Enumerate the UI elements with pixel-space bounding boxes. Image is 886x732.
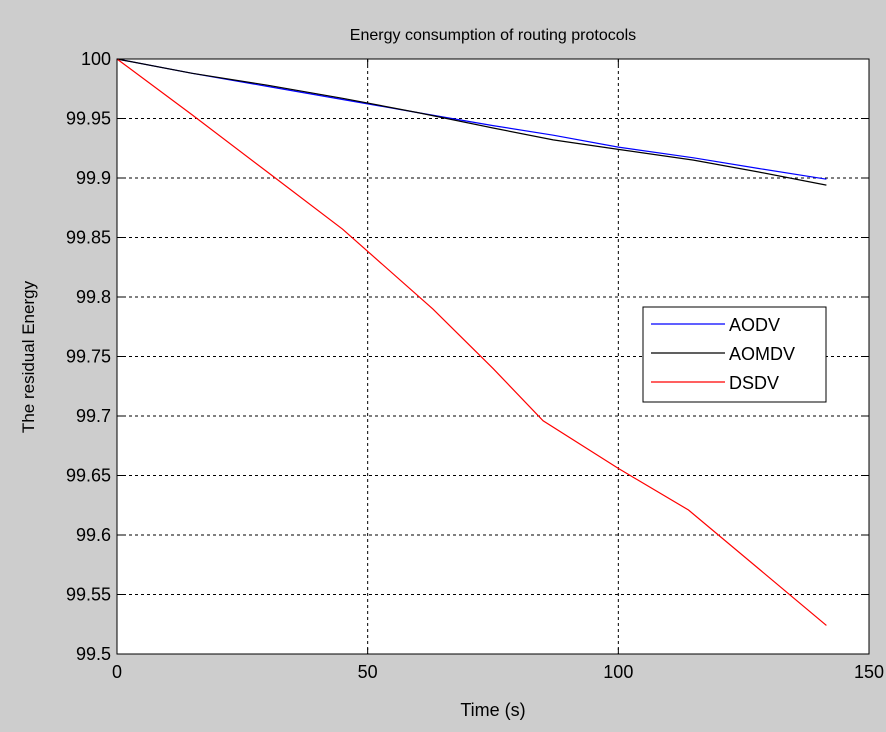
y-tick-label: 99.65 <box>66 466 111 486</box>
x-tick-label: 100 <box>603 662 633 682</box>
x-tick-label: 50 <box>358 662 378 682</box>
y-tick-label: 99.85 <box>66 228 111 248</box>
chart-title: Energy consumption of routing protocols <box>350 27 636 44</box>
axis-ticks: 0 50 100 150 99.5 99.55 99.6 99.65 99.7 99.75 99.8… <box>66 49 884 682</box>
y-tick-label: 99.95 <box>66 109 111 129</box>
series-line-dsdv <box>116 58 827 626</box>
series-lines <box>116 58 827 626</box>
series-line-aodv <box>116 58 827 180</box>
y-tick-label: 99.8 <box>76 287 111 307</box>
legend: AODV AOMDV DSDV <box>642 306 827 403</box>
legend-box <box>642 306 827 403</box>
y-tick-label: 100 <box>81 49 111 69</box>
y-tick-label: 99.6 <box>76 525 111 545</box>
x-tick-label: 0 <box>112 662 122 682</box>
y-tick-label: 99.9 <box>76 168 111 188</box>
legend-label-aodv: AODV <box>729 315 780 335</box>
y-tick-label: 99.75 <box>66 347 111 367</box>
x-tick-label: 150 <box>854 662 884 682</box>
x-axis-label: Time (s) <box>460 700 525 720</box>
y-axis-label: The residual Energy <box>19 280 38 433</box>
y-tick-label: 99.7 <box>76 406 111 426</box>
legend-label-aomdv: AOMDV <box>729 344 795 364</box>
series-line-aomdv <box>116 58 827 186</box>
y-tick-label: 99.5 <box>76 644 111 664</box>
y-tick-label: 99.55 <box>66 585 111 605</box>
legend-label-dsdv: DSDV <box>729 373 779 393</box>
